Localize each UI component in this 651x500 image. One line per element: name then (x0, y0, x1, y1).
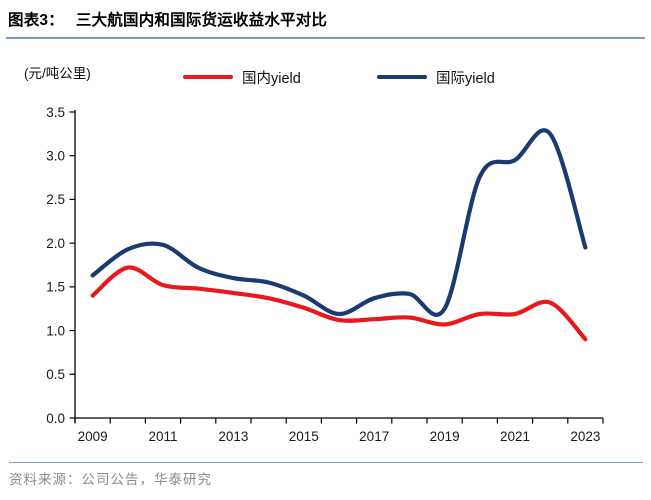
figure-title-text: 三大航国内和国际货运收益水平对比 (75, 12, 328, 29)
y-tick-label: 0.5 (46, 367, 65, 382)
figure-number-label: 图表3： (8, 12, 64, 29)
source-note: 资料来源：公司公告，华泰研究 (9, 472, 212, 487)
y-tick-label: 1.5 (46, 280, 65, 295)
legend-item-domestic: 国内yield (183, 68, 301, 87)
legend-item-international: 国际yield (377, 68, 495, 87)
x-tick-label: 2021 (500, 429, 530, 444)
legend-line-swatch-red (183, 74, 233, 80)
footer-divider (9, 462, 643, 463)
y-tick-label: 2.5 (46, 192, 65, 207)
x-tick-label: 2023 (570, 429, 600, 444)
x-tick-label: 2009 (78, 429, 108, 444)
x-tick-label: 2011 (148, 429, 177, 444)
y-tick-label: 3.5 (46, 105, 65, 120)
y-tick-label: 2.0 (46, 236, 65, 251)
x-tick-label: 2017 (359, 429, 389, 444)
y-tick-label: 3.0 (46, 149, 65, 164)
series-line-domestic (90, 265, 588, 342)
page-title: 图表3： 三大航国内和国际货运收益水平对比 (8, 8, 327, 30)
legend-label: 国际yield (436, 70, 495, 87)
y-tick-label: 0.0 (46, 411, 65, 426)
legend-label: 国内yield (242, 70, 301, 87)
y-tick-label: 1.0 (46, 323, 65, 338)
legend-line-swatch-blue (377, 74, 427, 80)
y-axis-unit-label: (元/吨公里) (24, 66, 91, 81)
x-tick-label: 2019 (430, 429, 460, 444)
title-divider (6, 37, 645, 39)
series-line-international (90, 128, 588, 317)
x-tick-label: 2015 (289, 429, 319, 444)
x-tick-label: 2013 (218, 429, 248, 444)
